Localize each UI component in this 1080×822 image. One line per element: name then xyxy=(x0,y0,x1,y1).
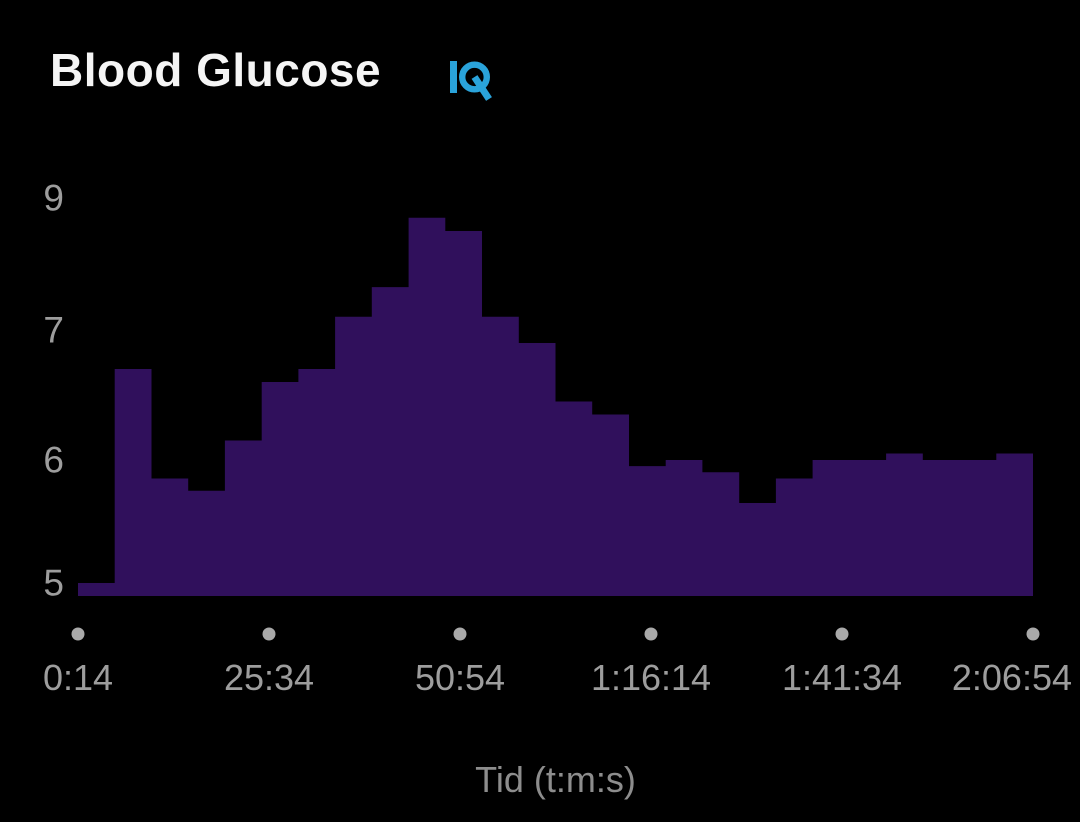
x-tick-label: 0:14 xyxy=(42,657,114,698)
x-axis-dot xyxy=(1026,627,1040,641)
y-tick-label: 9 xyxy=(43,177,64,219)
x-tick-label: 1:41:34 xyxy=(781,657,903,698)
x-axis-dots xyxy=(71,627,1040,641)
x-axis-title: Tid (t:m:s) xyxy=(475,759,636,800)
x-axis-dot xyxy=(644,627,658,641)
y-tick-label: 7 xyxy=(43,309,64,351)
iq-logo-i-bar xyxy=(450,61,457,93)
connect-iq-logo-icon xyxy=(450,61,492,101)
x-tick-label: 50:54 xyxy=(414,657,506,698)
x-axis-dot xyxy=(453,627,467,641)
iq-logo-q-tail xyxy=(471,75,492,101)
y-tick-label: 6 xyxy=(43,439,64,481)
x-axis-dot xyxy=(262,627,276,641)
x-tick-label: 25:34 xyxy=(223,657,315,698)
page-title: Blood Glucose xyxy=(50,44,382,96)
x-axis-dot xyxy=(71,627,85,641)
y-tick-label: 5 xyxy=(43,562,64,604)
x-tick-label: 1:16:14 xyxy=(590,657,712,698)
x-tick-label: 2:06:54 xyxy=(951,657,1072,698)
iq-logo-q-ring xyxy=(458,61,491,93)
glucose-area-series xyxy=(78,217,1033,597)
x-axis-dot xyxy=(835,627,849,641)
